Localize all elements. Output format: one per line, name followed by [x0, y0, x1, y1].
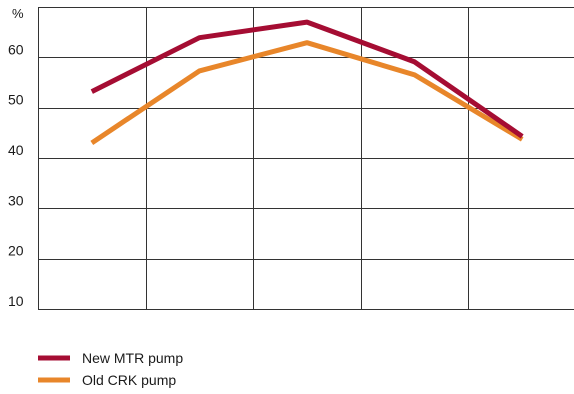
y-tick-label: 60 — [8, 41, 24, 57]
y-tick-label: 50 — [8, 92, 24, 108]
y-tick-label: 10 — [8, 293, 24, 309]
legend-label-2: Old CRK pump — [82, 372, 176, 388]
y-tick-labels: 10 20 30 40 50 60 — [8, 41, 24, 309]
legend: New MTR pump Old CRK pump — [38, 350, 183, 388]
series-line-2 — [90, 40, 524, 145]
y-axis-unit-label: % — [12, 6, 24, 21]
y-tick-label: 20 — [8, 243, 24, 259]
legend-label-1: New MTR pump — [82, 350, 183, 366]
series-line-1 — [90, 19, 524, 139]
series-lines — [90, 19, 524, 145]
grid — [38, 7, 574, 310]
y-tick-label: 40 — [8, 142, 24, 158]
y-tick-label: 30 — [8, 192, 24, 208]
